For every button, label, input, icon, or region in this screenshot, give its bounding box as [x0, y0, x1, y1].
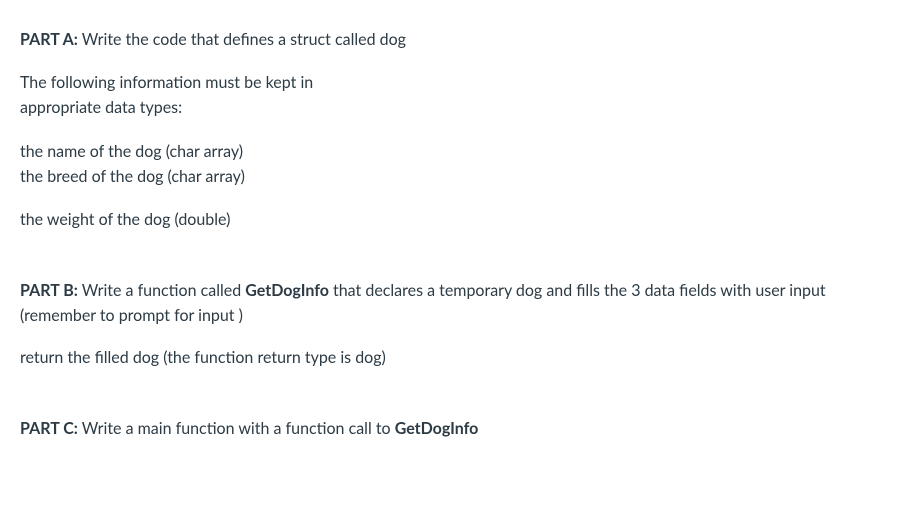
part-a-field-weight: the weight of the dog (double) [20, 208, 890, 233]
part-a-intro: The following information must be kept i… [20, 71, 890, 121]
part-c-fn-name: GetDogInfo [395, 419, 479, 438]
part-a-heading: PART A: Write the code that defines a st… [20, 28, 890, 53]
part-a-prompt: Write the code that defines a struct cal… [78, 30, 406, 49]
part-c-label: PART C: [20, 419, 78, 438]
part-b-fn-name: GetDogInfo [245, 281, 329, 300]
part-a-field-name: the name of the dog (char array) [20, 140, 890, 165]
part-a-intro-line1: The following information must be kept i… [20, 73, 313, 92]
part-b-return: return the filled dog (the function retu… [20, 346, 890, 371]
assignment-document: PART A: Write the code that defines a st… [0, 0, 910, 480]
part-b-prompt-prefix: Write a function called [78, 281, 245, 300]
part-b-heading: PART B: Write a function called GetDogIn… [20, 279, 890, 329]
part-b-label: PART B: [20, 281, 78, 300]
part-c-heading: PART C: Write a main function with a fun… [20, 417, 890, 442]
part-a-field-breed: the breed of the dog (char array) [20, 165, 890, 190]
part-c-prompt-prefix: Write a main function with a function ca… [78, 419, 395, 438]
part-a-label: PART A: [20, 30, 78, 49]
part-a-intro-line2: appropriate data types: [20, 98, 182, 117]
